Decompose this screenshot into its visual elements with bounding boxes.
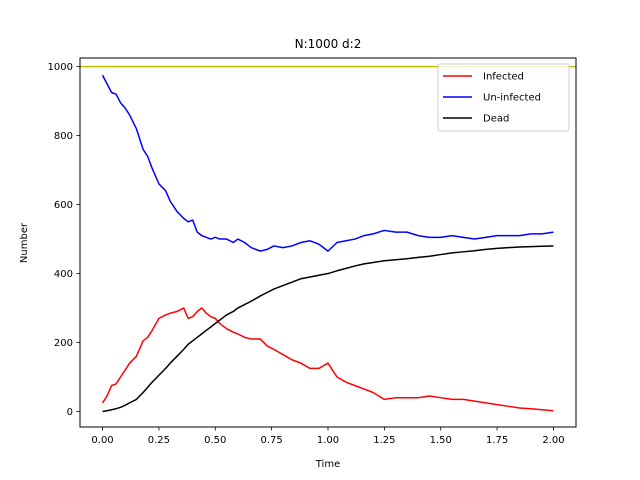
legend: Infected Un-infected Dead xyxy=(437,63,570,132)
legend-label-un-infected: Un-infected xyxy=(483,93,541,104)
y-tick-label: 200 xyxy=(54,338,73,349)
x-tick-label: 0.25 xyxy=(148,435,170,446)
legend-label-infected: Infected xyxy=(483,72,524,83)
x-axis: 0.00 0.25 0.50 0.75 1.00 1.25 1.50 1.75 2.00 xyxy=(91,427,565,446)
legend-box xyxy=(437,63,570,132)
y-tick-label: 1000 xyxy=(48,62,73,73)
y-tick-label: 800 xyxy=(54,131,73,142)
series-line-un-infected xyxy=(101,74,554,252)
legend-label-dead: Dead xyxy=(483,114,509,125)
chart-title: N:1000 d:2 xyxy=(295,37,362,51)
y-tick-label: 600 xyxy=(54,200,73,211)
x-tick-label: 1.50 xyxy=(430,435,452,446)
x-tick-label: 0.00 xyxy=(91,435,113,446)
series-line-dead xyxy=(102,245,554,413)
y-tick-label: 400 xyxy=(54,269,73,280)
x-tick-label: 1.00 xyxy=(317,435,339,446)
y-axis: 0 200 400 600 800 1000 xyxy=(48,62,80,418)
series-line-infected xyxy=(101,307,554,412)
y-tick-label: 0 xyxy=(67,407,73,418)
x-tick-label: 1.75 xyxy=(486,435,508,446)
x-tick-label: 2.00 xyxy=(542,435,564,446)
x-tick-label: 0.75 xyxy=(261,435,283,446)
y-axis-label: Number xyxy=(19,222,30,263)
x-tick-label: 1.25 xyxy=(373,435,395,446)
x-tick-label: 0.50 xyxy=(204,435,226,446)
x-axis-label: Time xyxy=(315,459,340,470)
